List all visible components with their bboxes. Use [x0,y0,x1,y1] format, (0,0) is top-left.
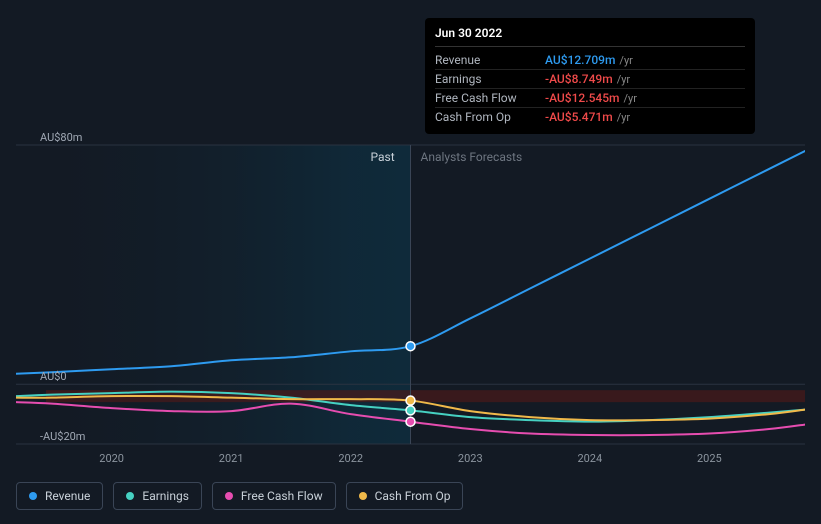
x-axis-label: 2025 [697,452,722,465]
forecast-label: Analysts Forecasts [421,150,523,164]
legend-label: Cash From Op [375,489,451,503]
tooltip-row-unit: /yr [617,73,630,86]
marker-earnings [406,406,415,415]
tooltip-row: Cash From Op-AU$5.471m/yr [435,108,745,126]
x-axis-label: 2023 [458,452,483,465]
marker-fcf [406,417,415,426]
tooltip-row-label: Earnings [435,72,545,86]
tooltip-row: Free Cash Flow-AU$12.545m/yr [435,89,745,108]
marker-revenue [406,342,415,351]
tooltip-row: RevenueAU$12.709m/yr [435,51,745,70]
legend-label: Revenue [45,489,90,503]
tooltip-row-value: AU$12.709m [545,53,615,67]
legend-item-earnings[interactable]: Earnings [113,482,202,510]
x-axis-label: 2022 [338,452,363,465]
legend-item-fcf[interactable]: Free Cash Flow [212,482,336,510]
y-axis-label: AU$0 [40,370,67,383]
tooltip-row-value: -AU$5.471m [545,110,613,124]
tooltip-row-value: -AU$12.545m [545,91,620,105]
tooltip-row-label: Revenue [435,53,545,67]
past-label: Past [371,150,395,164]
legend-swatch [29,492,37,500]
legend-swatch [126,492,134,500]
tooltip-row-unit: /yr [619,54,632,67]
legend-label: Earnings [142,489,189,503]
tooltip-row: Earnings-AU$8.749m/yr [435,70,745,89]
tooltip-row-label: Cash From Op [435,110,545,124]
y-axis-label: AU$80m [40,131,82,144]
chart-tooltip: Jun 30 2022 RevenueAU$12.709m/yrEarnings… [425,18,755,134]
legend-item-cfo[interactable]: Cash From Op [346,482,464,510]
legend-swatch [225,492,233,500]
chart-legend: Revenue Earnings Free Cash Flow Cash From O… [16,482,463,510]
tooltip-row-value: -AU$8.749m [545,72,613,86]
tooltip-row-unit: /yr [617,111,630,124]
x-axis-label: 2021 [219,452,244,465]
legend-swatch [359,492,367,500]
tooltip-row-label: Free Cash Flow [435,91,545,105]
x-axis-label: 2020 [99,452,124,465]
legend-item-revenue[interactable]: Revenue [16,482,103,510]
y-axis-label: -AU$20m [40,430,85,443]
legend-label: Free Cash Flow [241,489,323,503]
tooltip-row-unit: /yr [624,92,637,105]
marker-cfo [406,396,415,405]
x-axis-label: 2024 [577,452,602,465]
tooltip-title: Jun 30 2022 [435,26,745,47]
